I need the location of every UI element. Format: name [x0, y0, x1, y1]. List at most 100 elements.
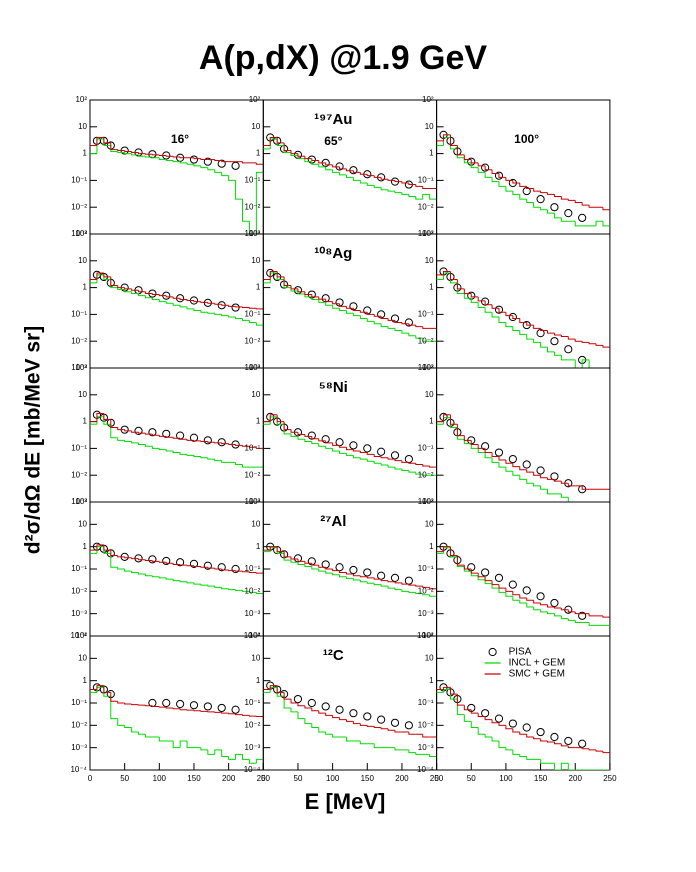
- histogram-bin: [387, 179, 396, 181]
- histogram-bin: [449, 134, 458, 147]
- histogram-bin: [491, 312, 499, 318]
- histogram-bin: [477, 727, 486, 735]
- histogram-bin: [359, 457, 368, 460]
- histogram-bin: [138, 152, 146, 155]
- histogram-bin: [172, 437, 181, 439]
- data-point: [522, 586, 531, 595]
- data-point: [349, 709, 358, 718]
- histogram-bin: [325, 567, 333, 570]
- histogram-bin: [200, 710, 208, 712]
- series: [263, 414, 437, 468]
- data-point: [550, 732, 559, 742]
- angle-label: 16°: [171, 132, 189, 146]
- histogram-bin: [401, 582, 409, 585]
- histogram-bin: [345, 447, 354, 451]
- data-point: [189, 701, 199, 710]
- histogram-bin: [117, 285, 125, 289]
- x-tick-label: 250: [430, 774, 444, 783]
- histogram-bin: [179, 740, 188, 748]
- data-point: [564, 209, 573, 218]
- histogram-bin: [255, 162, 264, 165]
- histogram-bin: [470, 721, 479, 728]
- data-point: [176, 699, 185, 709]
- histogram-bin: [158, 561, 167, 563]
- histogram-bin: [581, 485, 590, 490]
- histogram-bin: [477, 444, 486, 449]
- panel: 10⁻³ 10⁻² 10⁻¹ 1 10 10² 16°: [71, 95, 264, 238]
- histogram-bin: [221, 587, 229, 590]
- histogram-bin: [242, 199, 250, 222]
- histogram-bin: [345, 737, 354, 742]
- histogram-bin: [165, 155, 174, 157]
- histogram-bin: [408, 182, 416, 186]
- y-tick-label: 10⁻¹: [245, 444, 261, 453]
- histogram-bin: [103, 273, 111, 278]
- y-tick-label: 10⁻⁴: [244, 765, 261, 774]
- histogram-bin: [165, 436, 174, 438]
- histogram-bin: [505, 725, 513, 730]
- data-point: [335, 563, 344, 572]
- y-tick-label: 1: [83, 283, 88, 292]
- legend-label: SMC + GEM: [509, 669, 565, 680]
- histogram-bin: [207, 312, 215, 314]
- data-point: [189, 559, 199, 568]
- panel-frame: [89, 501, 264, 637]
- histogram-bin: [165, 449, 174, 452]
- data-point: [390, 451, 400, 460]
- histogram-bin: [567, 199, 576, 201]
- data-point: [481, 568, 490, 577]
- histogram-bin: [394, 320, 402, 323]
- series: [439, 683, 587, 748]
- y-tick-label: 1: [256, 542, 261, 551]
- histogram-bin: [131, 557, 139, 560]
- y-tick-label: 1: [83, 542, 88, 551]
- histogram-bin: [117, 287, 125, 290]
- histogram-bin: [352, 449, 361, 452]
- histogram-bin: [186, 740, 194, 749]
- y-tick-label: 10⁻³: [71, 497, 87, 506]
- series: [266, 412, 413, 464]
- series: [436, 270, 610, 348]
- histogram-bin: [214, 303, 222, 305]
- histogram-bin: [560, 355, 569, 361]
- y-tick-label: 10⁻²: [418, 720, 434, 729]
- histogram-bin: [207, 457, 215, 460]
- data-point: [508, 312, 517, 322]
- histogram-bin: [519, 330, 527, 335]
- series: [436, 134, 610, 211]
- x-tick-label: 250: [603, 774, 617, 783]
- y-tick-label: 10²: [75, 631, 87, 640]
- histogram-bin: [131, 704, 139, 706]
- histogram-bin: [345, 576, 354, 579]
- histogram-bin: [602, 751, 610, 754]
- histogram-bin: [408, 462, 416, 464]
- histogram-bin: [158, 299, 167, 303]
- y-tick-label: 1: [256, 676, 261, 685]
- histogram-bin: [415, 472, 423, 475]
- histogram-bin: [366, 318, 375, 322]
- histogram-bin: [526, 199, 534, 203]
- histogram-bin: [352, 308, 361, 311]
- histogram-bin: [255, 322, 264, 326]
- histogram-bin: [325, 302, 333, 306]
- histogram-bin: [394, 180, 402, 183]
- y-tick-label: 1: [429, 542, 434, 551]
- data-point: [578, 213, 587, 222]
- data-point: [522, 723, 531, 732]
- histogram-bin: [221, 460, 229, 463]
- y-tick-label: 10⁻¹: [245, 310, 261, 319]
- histogram-bin: [463, 705, 472, 711]
- histogram-bin: [311, 441, 319, 445]
- histogram-bin: [380, 727, 389, 730]
- data-point: [508, 719, 517, 728]
- histogram-bin: [526, 479, 534, 484]
- histogram-bin: [533, 606, 541, 611]
- histogram-bin: [394, 581, 402, 584]
- histogram-bin: [491, 452, 499, 457]
- y-tick-label: 10²: [75, 229, 87, 238]
- histogram-bin: [138, 293, 146, 297]
- histogram-bin: [574, 339, 583, 342]
- histogram-bin: [380, 456, 389, 459]
